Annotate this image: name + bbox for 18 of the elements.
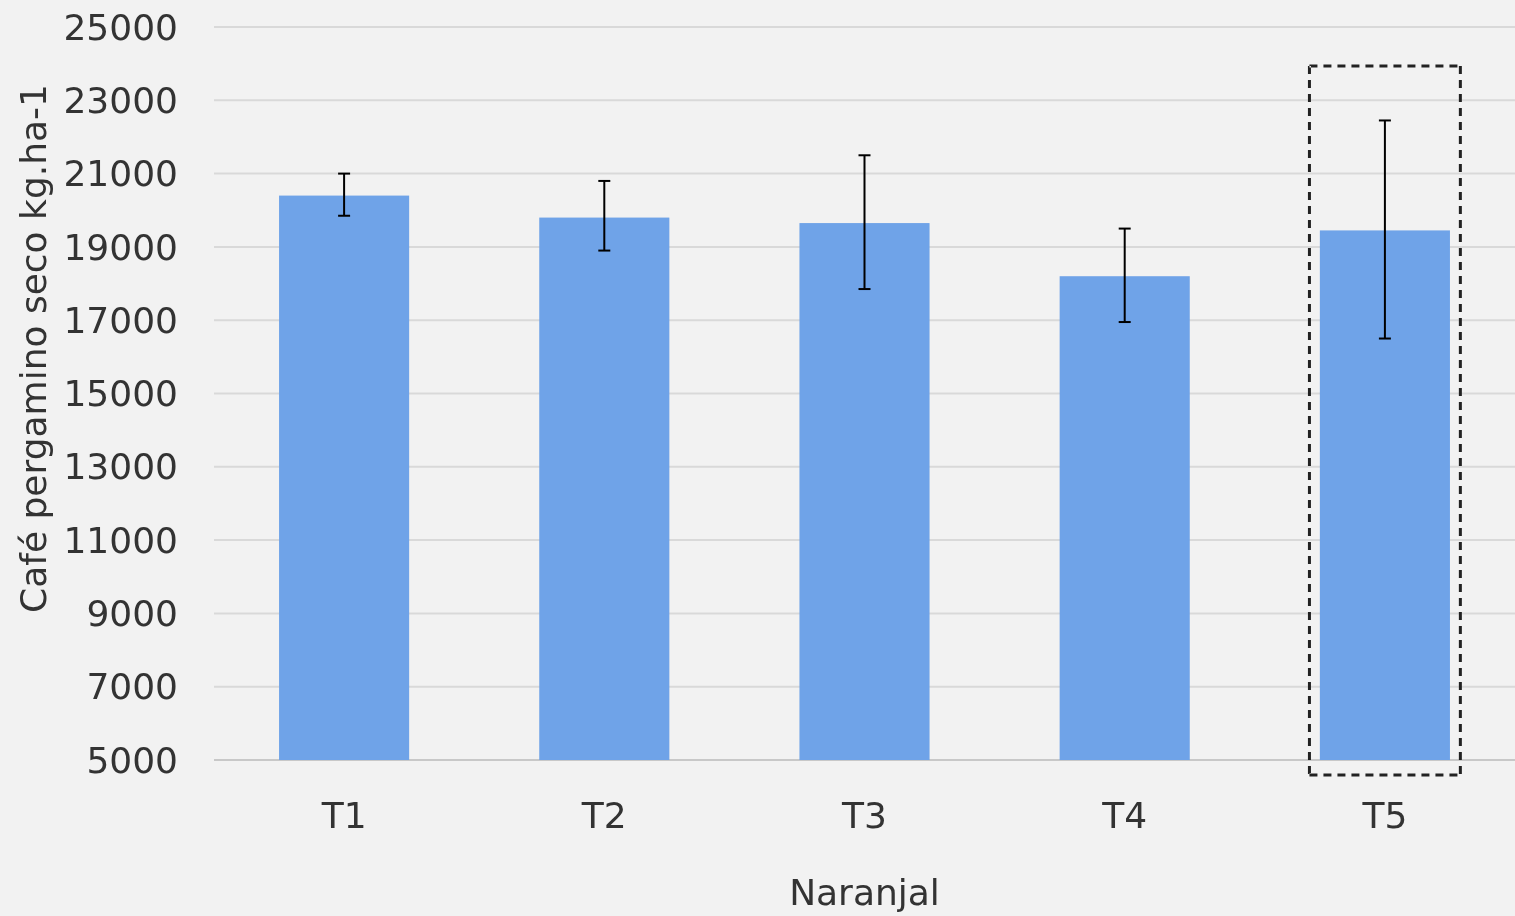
x-tick-label: T3 xyxy=(841,795,887,836)
y-tick-label: 25000 xyxy=(63,6,178,48)
y-tick-label: 5000 xyxy=(86,739,178,781)
y-tick-label: 13000 xyxy=(63,446,178,488)
y-tick-label: 23000 xyxy=(63,79,178,121)
y-tick-label: 21000 xyxy=(63,153,178,195)
y-tick-label: 7000 xyxy=(86,666,178,708)
y-tick-label: 15000 xyxy=(63,373,178,415)
y-axis-title: Café pergamino seco kg.ha-1 xyxy=(13,84,54,613)
x-tick-label: T1 xyxy=(320,795,367,836)
x-tick-label: T4 xyxy=(1101,795,1148,836)
x-axis-title: Naranjal xyxy=(789,872,940,913)
y-tick-label: 19000 xyxy=(63,226,178,268)
y-tick-label: 11000 xyxy=(63,519,178,561)
x-tick-label: T5 xyxy=(1361,795,1408,836)
y-tick-label: 17000 xyxy=(63,299,178,341)
y-tick-label: 9000 xyxy=(86,593,178,634)
x-tick-label: T2 xyxy=(580,795,627,836)
